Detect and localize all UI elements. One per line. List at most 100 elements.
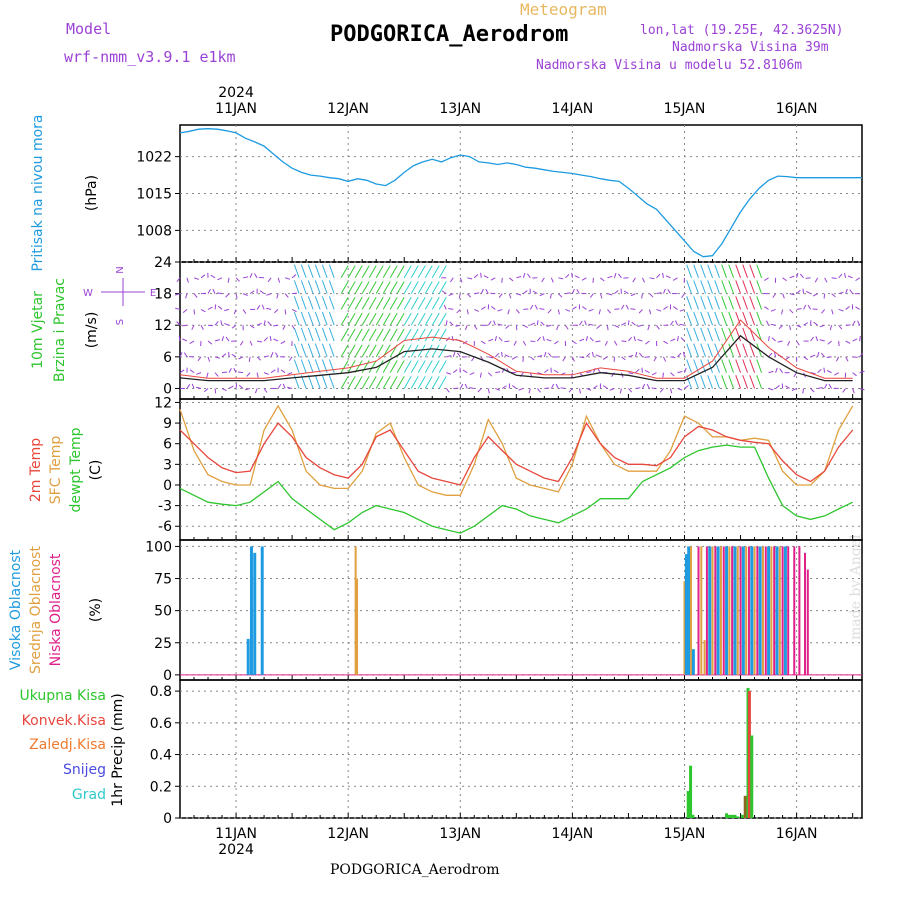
wind-barb: [560, 387, 566, 389]
wind-barb: [735, 311, 742, 326]
wind-barb: [424, 376, 433, 389]
precip-bar: [730, 814, 734, 818]
wind-barb: [550, 383, 555, 389]
wind-barb: [515, 309, 520, 314]
wind-barb: [728, 375, 735, 389]
wind-barb: [270, 369, 276, 374]
wind-barb: [340, 360, 349, 373]
wind-barb: [859, 370, 865, 374]
cloud-bar-high: [691, 649, 695, 675]
wind-barb: [501, 277, 503, 283]
wind-barb: [321, 343, 328, 358]
wind-barb: [481, 340, 486, 345]
wind-barb: [735, 327, 742, 342]
wind-barb: [183, 352, 188, 358]
wind-barb: [431, 281, 440, 294]
wind-barb: [354, 312, 363, 326]
wind-barb: [505, 324, 510, 329]
precip-legend-label: Konvek.Kisa: [22, 713, 106, 729]
wind-barb: [487, 320, 492, 326]
wind-barb: [214, 356, 220, 359]
wind-barb: [197, 356, 202, 362]
wind-barb: [488, 338, 494, 342]
wind-barb: [679, 308, 685, 312]
wind-barb: [621, 322, 627, 326]
wind-barb: [749, 296, 756, 310]
wind-barb: [700, 296, 706, 310]
y-tick-label: 50: [154, 604, 172, 620]
temp-2m-axis-label: 2m Temp: [28, 438, 44, 502]
wind-barb: [389, 312, 398, 326]
wind-barb: [831, 293, 836, 298]
wind-barb: [686, 359, 692, 373]
wind-barb: [782, 293, 785, 299]
wind-barb: [361, 344, 370, 358]
wind-barb: [742, 375, 749, 389]
cloud-bar-high: [246, 638, 250, 675]
x-tick-label-top: 12JAN: [327, 101, 369, 117]
wind-barb: [693, 296, 699, 310]
precip-legend-label: Snijeg: [63, 762, 106, 778]
wind-barb: [651, 372, 657, 376]
y-tick-label: 1008: [136, 223, 172, 239]
wind-barb: [686, 343, 692, 358]
wind-barb: [246, 372, 251, 377]
wind-barb: [789, 309, 794, 314]
wind-barb: [742, 343, 749, 358]
wind-barb: [821, 309, 826, 314]
wind-barb: [347, 281, 356, 294]
wind-barb: [831, 277, 837, 279]
wind-barb: [802, 388, 805, 394]
wind-barb: [459, 277, 463, 283]
wind-barb: [189, 340, 195, 344]
wind-barb: [532, 290, 538, 295]
wind-barb: [361, 376, 370, 389]
y-tick-label: 0.8: [150, 684, 172, 700]
wind-barb: [775, 385, 780, 389]
wind-barb: [396, 376, 405, 389]
cloud-bar-mid: [728, 546, 731, 675]
model-label: Model: [66, 20, 112, 38]
wind-barb: [835, 356, 840, 362]
wind-barb: [182, 338, 188, 342]
wind-barb: [445, 388, 450, 393]
wind-barb: [249, 340, 253, 346]
wind-barb: [508, 293, 512, 299]
wind-barb: [735, 296, 742, 310]
wind-barb: [675, 320, 678, 326]
wind-barb: [852, 338, 858, 342]
wind-barb: [214, 372, 219, 377]
wind-barb: [217, 277, 223, 281]
wind-barb: [686, 327, 692, 342]
wind-barb: [578, 320, 583, 326]
wind-barb: [852, 372, 857, 377]
wind-barb: [585, 336, 588, 342]
wind-barb: [193, 277, 199, 280]
wind-barb: [653, 356, 657, 362]
wind-barb: [540, 321, 545, 326]
wind-barb: [293, 327, 300, 342]
wind-barb: [749, 359, 756, 373]
wind-barb: [307, 359, 314, 373]
wind-barb: [497, 308, 503, 312]
compass-e: E: [150, 288, 156, 299]
cloud-bar-low: [739, 546, 742, 675]
wind-barb: [693, 375, 699, 389]
wind-barb: [829, 325, 833, 331]
wind-barb: [693, 311, 699, 326]
wind-barb: [802, 288, 805, 294]
wind-barb: [200, 274, 206, 279]
dewpt-line: [179, 444, 853, 534]
y-tick-label: 1022: [136, 150, 172, 166]
wind-axis-label-1: 10m Vjetar: [30, 291, 46, 369]
wind-barb: [684, 367, 687, 373]
wind-barb: [735, 264, 742, 278]
wind-barb: [546, 338, 552, 342]
cloud-bar-high: [253, 552, 257, 675]
wind-barb: [483, 275, 489, 279]
wind-barb: [787, 340, 791, 346]
wind-barb: [638, 352, 643, 358]
panel-frame: [179, 679, 863, 819]
wind-barb: [450, 277, 454, 283]
